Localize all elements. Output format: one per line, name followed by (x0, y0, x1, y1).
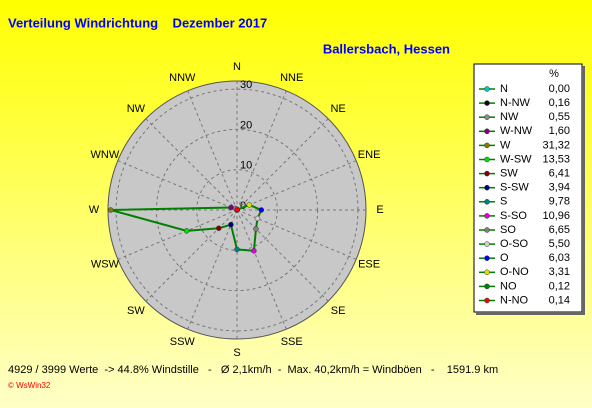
legend-marker (484, 114, 490, 120)
point (258, 207, 265, 213)
legend-value: 13,53 (542, 153, 570, 165)
direction-label: NNE (280, 72, 303, 84)
r-tick-label: 0 (240, 200, 246, 212)
direction-label: NNW (169, 72, 196, 84)
legend-value: 6,65 (549, 224, 570, 236)
legend-value: 0,16 (549, 97, 570, 109)
legend-label: N (500, 83, 508, 95)
direction-label: NE (330, 103, 345, 115)
direction-label: SE (331, 305, 346, 317)
direction-label: N (233, 61, 241, 73)
legend-marker (484, 100, 490, 106)
legend-label: O-NO (500, 266, 529, 278)
legend-label: S (500, 196, 507, 208)
r-tick-label: 10 (240, 160, 252, 172)
legend-value: 5,50 (549, 238, 570, 250)
legend-marker (484, 255, 490, 261)
legend-label: W (500, 139, 511, 151)
legend-marker (484, 142, 490, 149)
point (246, 202, 253, 208)
r-tick-label: 20 (240, 119, 252, 131)
legend-value: 3,31 (549, 266, 570, 278)
point (107, 207, 114, 213)
credit: © WsWin32 (8, 381, 51, 390)
direction-label: WNW (91, 149, 120, 161)
legend-label: N-NO (500, 294, 529, 306)
direction-label: E (376, 204, 383, 216)
legend-label: SW (500, 168, 518, 180)
point (215, 225, 222, 232)
direction-label: ESE (358, 259, 380, 271)
legend-marker (484, 156, 490, 163)
legend-label: S-SO (500, 210, 527, 222)
legend-label: O (500, 252, 509, 264)
direction-label: S (233, 347, 240, 359)
legend-marker (484, 241, 490, 247)
chart-title: Verteilung Windrichtung Dezember 2017 (8, 15, 267, 30)
legend-value: 10,96 (542, 210, 570, 222)
legend-marker (484, 86, 490, 92)
legend-value: 31,32 (542, 139, 570, 151)
legend-value: 3,94 (549, 182, 570, 194)
direction-label: SSW (170, 336, 196, 348)
point (183, 228, 190, 234)
subtitle: Ballersbach, Hessen (323, 41, 450, 56)
point (228, 204, 234, 211)
legend-value: 0,12 (549, 280, 570, 292)
legend-shadow (582, 66, 585, 314)
legend-title: % (549, 68, 559, 80)
legend-marker (484, 269, 490, 276)
legend-marker (484, 227, 490, 233)
legend-value: 1,60 (549, 125, 570, 137)
r-tick-label: 30 (240, 79, 252, 91)
legend-value: 0,55 (549, 111, 570, 123)
point (234, 206, 240, 213)
direction-label: SSE (281, 336, 303, 348)
legend-marker (484, 128, 490, 135)
legend-marker (484, 184, 490, 191)
legend-value: 9,78 (549, 196, 570, 208)
point (228, 221, 234, 228)
legend-label: S-SW (500, 182, 529, 194)
legend-value: 0,00 (549, 83, 570, 95)
legend-marker (484, 297, 490, 304)
point (254, 215, 261, 222)
legend-label: NW (500, 111, 519, 123)
legend-label: N-NW (500, 97, 531, 109)
direction-label: W (89, 204, 100, 216)
legend-value: 6,03 (549, 252, 570, 264)
direction-label: ENE (358, 149, 381, 161)
legend-label: SO (500, 224, 516, 236)
legend-label: W-SW (500, 153, 532, 165)
legend-value: 0,14 (549, 294, 570, 306)
legend-label: NO (500, 280, 517, 292)
direction-label: WSW (91, 259, 120, 271)
legend-value: 6,41 (549, 168, 570, 180)
footer: 4929 / 3999 Werte -> 44.8% Windstille - … (8, 364, 498, 376)
legend-label: O-SO (500, 238, 529, 250)
direction-label: NW (127, 103, 146, 115)
legend-marker (484, 283, 490, 290)
point (234, 246, 240, 253)
point (251, 248, 257, 254)
legend-shadow (476, 312, 585, 315)
legend-marker (484, 199, 490, 205)
legend-label: W-NW (500, 125, 533, 137)
direction-label: SW (127, 305, 145, 317)
point (253, 226, 259, 232)
grid-circle (196, 169, 278, 251)
legend-marker (484, 213, 490, 219)
legend-marker (484, 170, 490, 177)
